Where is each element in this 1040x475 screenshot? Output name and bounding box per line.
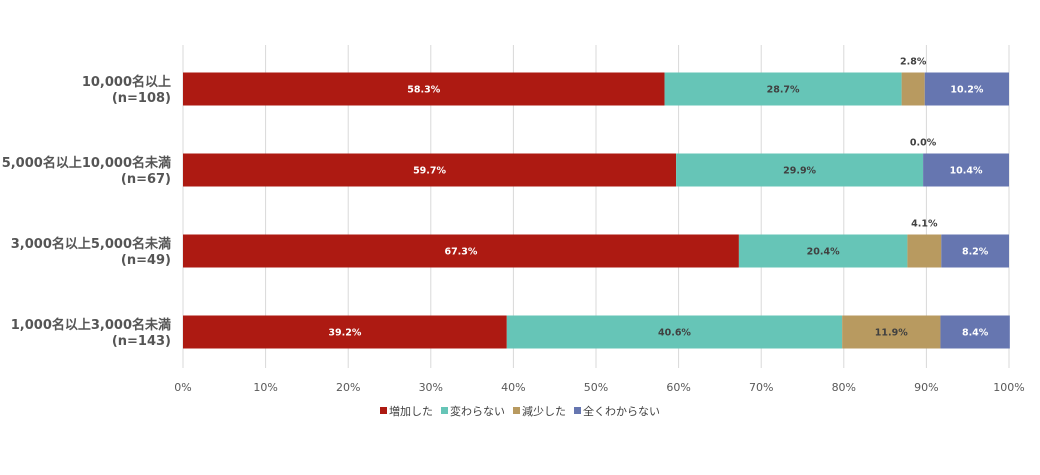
legend-label: 減少した xyxy=(522,405,566,418)
data-label: 8.4% xyxy=(962,328,989,339)
bar-segment xyxy=(924,72,1009,106)
bar-segment xyxy=(923,153,1009,187)
bar-segment xyxy=(183,315,507,349)
category-label: 10,000名以上 xyxy=(82,74,171,90)
x-tick-label: 60% xyxy=(666,381,690,394)
legend-item: 増加した xyxy=(380,403,433,419)
bar-segment xyxy=(901,72,925,106)
x-tick-label: 30% xyxy=(419,381,443,394)
data-label: 11.9% xyxy=(875,328,908,339)
category-label: 1,000名以上3,000名未満 xyxy=(11,317,171,333)
x-tick-label: 10% xyxy=(253,381,277,394)
bar-segment xyxy=(676,153,924,187)
data-label: 40.6% xyxy=(658,328,691,339)
category-label: (n=108) xyxy=(112,91,171,106)
x-tick-label: 0% xyxy=(174,381,191,394)
data-label: 8.2% xyxy=(962,247,989,258)
x-tick-label: 50% xyxy=(584,381,608,394)
x-tick-label: 40% xyxy=(501,381,525,394)
stacked-bar-chart: 58.3% 28.7% 2.8% 10.2% 59.7% 29.9% 0.0% 10.4% 67… xyxy=(2,45,1025,394)
x-tick-label: 70% xyxy=(749,381,773,394)
legend-item: 変わらない xyxy=(441,403,505,419)
data-label: 39.2% xyxy=(328,328,361,339)
data-label: 59.7% xyxy=(413,166,446,177)
data-label: 58.3% xyxy=(407,85,440,96)
category-label: (n=143) xyxy=(112,334,171,349)
legend-label: 変わらない xyxy=(450,405,505,418)
bars: 58.3% 28.7% 2.8% 10.2% 59.7% 29.9% 0.0% 10.4% 67… xyxy=(183,57,1010,349)
data-label: 29.9% xyxy=(783,166,816,177)
bar-segment xyxy=(183,153,677,187)
bar-segment xyxy=(940,315,1010,349)
data-label: 20.4% xyxy=(807,247,840,258)
legend-swatch xyxy=(574,407,581,414)
legend-swatch xyxy=(380,407,387,414)
bar-segment xyxy=(506,315,843,349)
category-label: 3,000名以上5,000名未満 xyxy=(11,236,171,252)
legend-label: 増加した xyxy=(389,405,433,418)
x-tick-label: 90% xyxy=(914,381,938,394)
category-label: 5,000名以上10,000名未満 xyxy=(2,155,171,171)
category-label: (n=67) xyxy=(121,172,171,187)
legend: 増加した 変わらない 減少した 全くわからない xyxy=(0,403,1040,419)
x-tick-labels: 0% 10% 20% 30% 40% 50% 60% 70% 80% 90% 100% xyxy=(174,381,1024,394)
x-tick-label: 80% xyxy=(832,381,856,394)
category-label: (n=49) xyxy=(121,253,171,268)
data-label: 0.0% xyxy=(910,138,937,149)
legend-label: 全くわからない xyxy=(583,405,660,418)
data-label: 10.2% xyxy=(950,85,983,96)
legend-item: 減少した xyxy=(513,403,566,419)
bar-segment xyxy=(183,72,665,106)
legend-swatch xyxy=(441,407,448,414)
legend-item: 全くわからない xyxy=(574,403,660,419)
x-tick-label: 100% xyxy=(993,381,1024,394)
bar-segment xyxy=(183,234,739,268)
x-tick-label: 20% xyxy=(336,381,360,394)
legend-swatch xyxy=(513,407,520,414)
bar-segment xyxy=(907,234,942,268)
bar-segment xyxy=(738,234,908,268)
data-label: 67.3% xyxy=(444,247,477,258)
category-labels: 10,000名以上(n=108) 5,000名以上10,000名未満(n=67) 3… xyxy=(2,74,171,349)
bar-segment xyxy=(664,72,902,106)
data-label: 28.7% xyxy=(767,85,800,96)
data-label: 4.1% xyxy=(911,219,938,230)
data-label: 10.4% xyxy=(950,166,983,177)
data-label: 2.8% xyxy=(900,57,927,68)
bar-segment xyxy=(842,315,941,349)
bar-segment xyxy=(941,234,1009,268)
